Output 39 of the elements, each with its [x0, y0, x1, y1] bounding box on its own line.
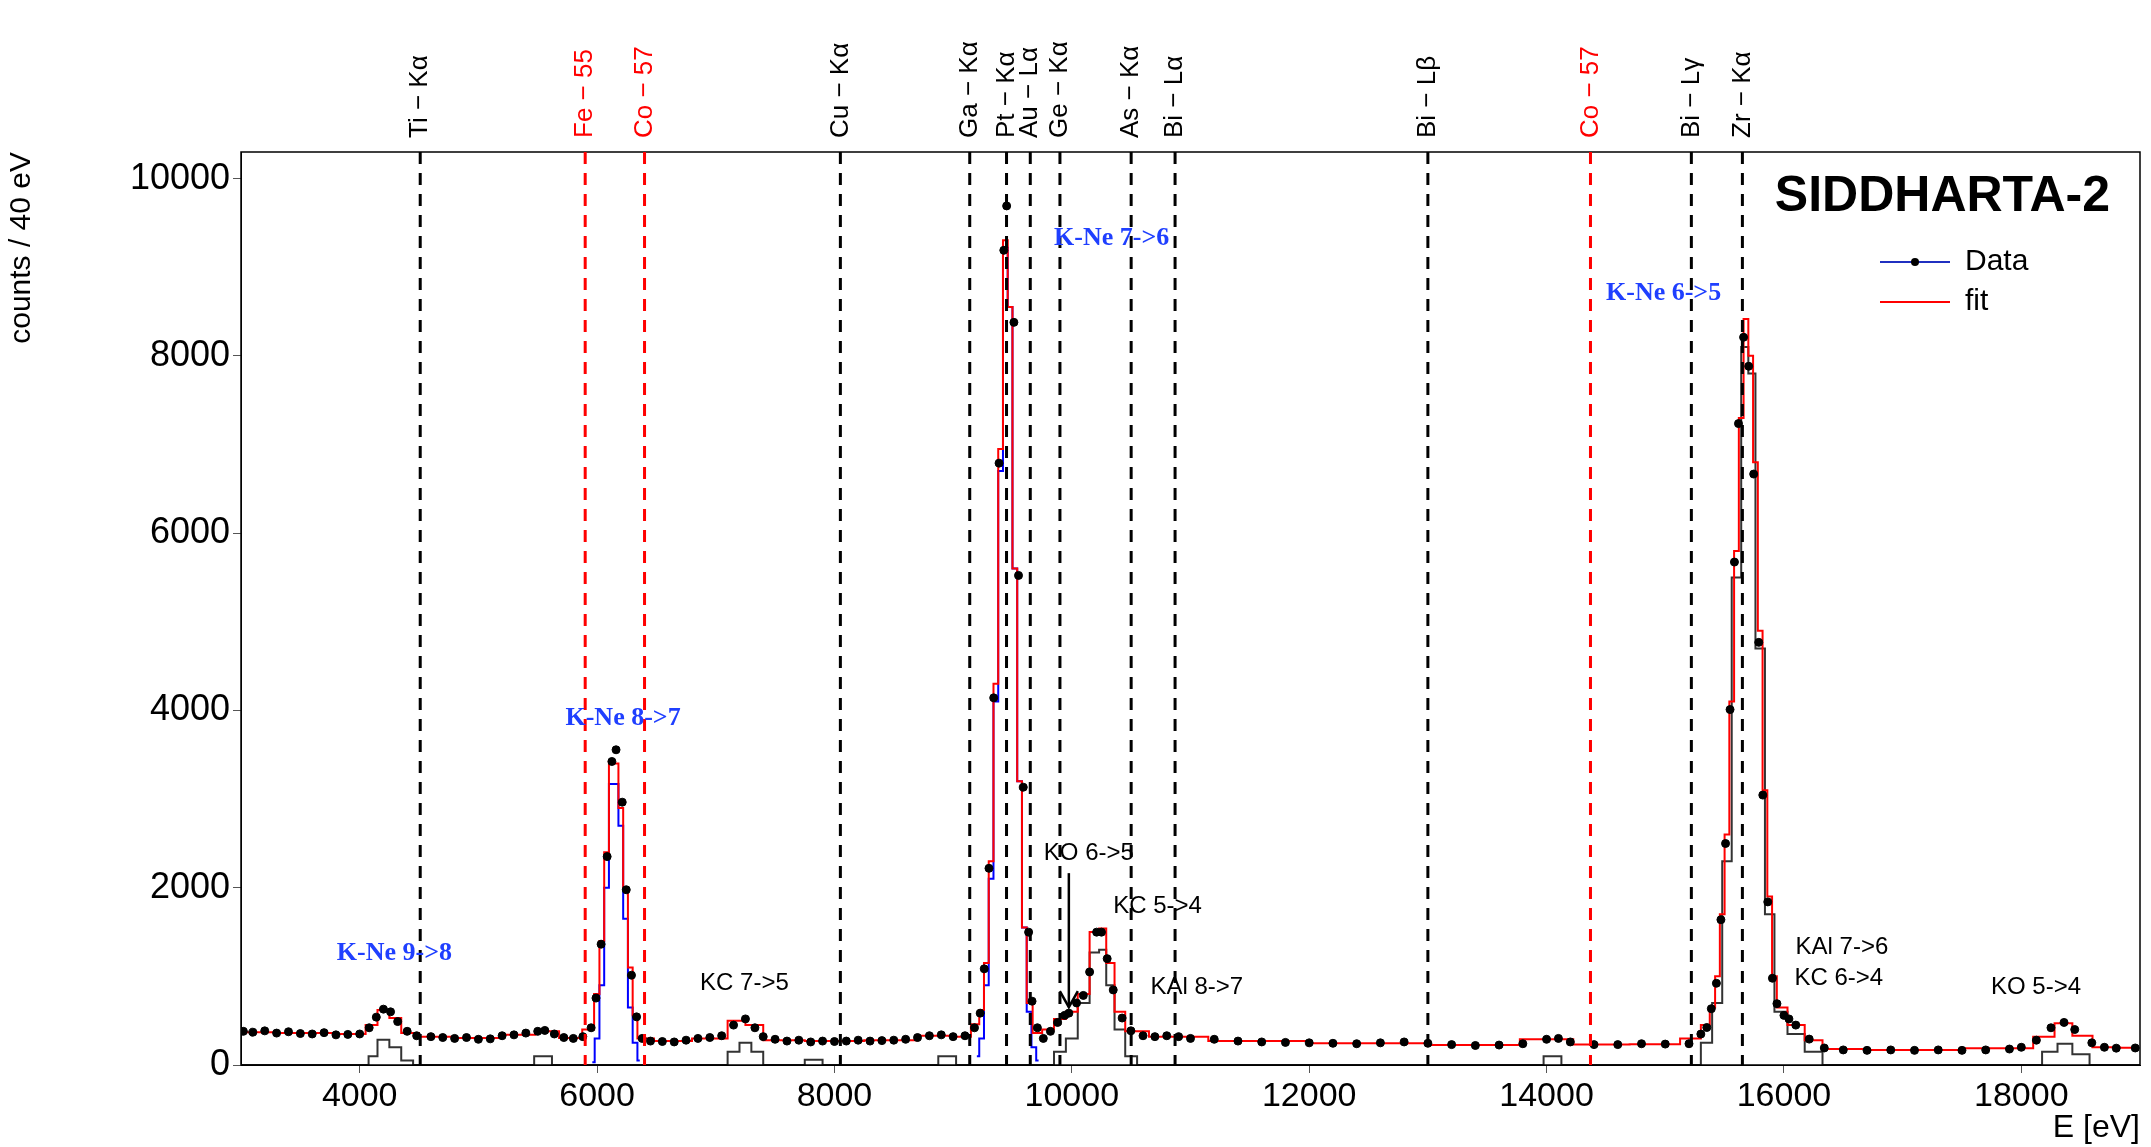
- ref-line-label: Zr − Kα: [1725, 51, 1756, 138]
- annotation: K-Ne 9->8: [336, 936, 453, 966]
- x-tick-label: 8000: [796, 1074, 873, 1113]
- ref-line-label: Bi − Lβ: [1411, 55, 1442, 138]
- y-tick-label: 2000: [149, 864, 230, 906]
- ref-line-label: Ge − Kα: [1043, 41, 1074, 138]
- y-tick-label: 6000: [149, 510, 230, 552]
- x-tick-label: 6000: [559, 1074, 635, 1113]
- y-tick-label: 10000: [129, 155, 230, 197]
- annotation: KO 5->4: [1991, 972, 2082, 1000]
- y-tick-label: 4000: [149, 687, 230, 729]
- ref-line-label: As − Kα: [1114, 45, 1145, 138]
- ref-line-label: Co − 57: [627, 46, 658, 138]
- legend-label: Data: [1965, 243, 2029, 277]
- x-tick-label: 14000: [1499, 1074, 1594, 1113]
- annotation: KC 7->5: [700, 967, 789, 995]
- ref-line-label: Bi − Lγ: [1674, 57, 1705, 138]
- y-axis-title: counts / 40 eV: [3, 152, 37, 344]
- chart-title: SIDDHARTA-2: [1774, 165, 2110, 222]
- x-tick-label: 16000: [1736, 1074, 1832, 1113]
- annotation: K-Ne 8->7: [565, 701, 681, 731]
- legend-label: fit: [1965, 283, 1989, 317]
- ref-line-label: Fe − 55: [568, 49, 599, 138]
- annotation: K-Ne 7->6: [1054, 221, 1170, 251]
- y-tick-label: 0: [209, 1041, 230, 1083]
- x-tick-label: 12000: [1261, 1074, 1357, 1113]
- ref-line-label: Co − 57: [1573, 46, 1604, 138]
- ref-line-label: Cu − Kα: [823, 42, 854, 138]
- annotation: KAl 8->7: [1150, 972, 1244, 1000]
- y-tick-label: 8000: [149, 332, 230, 374]
- x-tick-label: 10000: [1024, 1074, 1120, 1113]
- ref-line-label: Ti − Kα: [403, 55, 434, 138]
- annotation: KC 6->4: [1794, 962, 1884, 990]
- annotation: KC 5->4: [1113, 890, 1202, 918]
- ref-line-label: Bi − Lα: [1158, 55, 1189, 138]
- x-tick-label: 4000: [321, 1074, 398, 1113]
- annotation: K-Ne 6->5: [1606, 276, 1722, 306]
- annotation: KAl 7->6: [1795, 931, 1889, 959]
- ref-line-label: Ga − Kα: [952, 41, 983, 138]
